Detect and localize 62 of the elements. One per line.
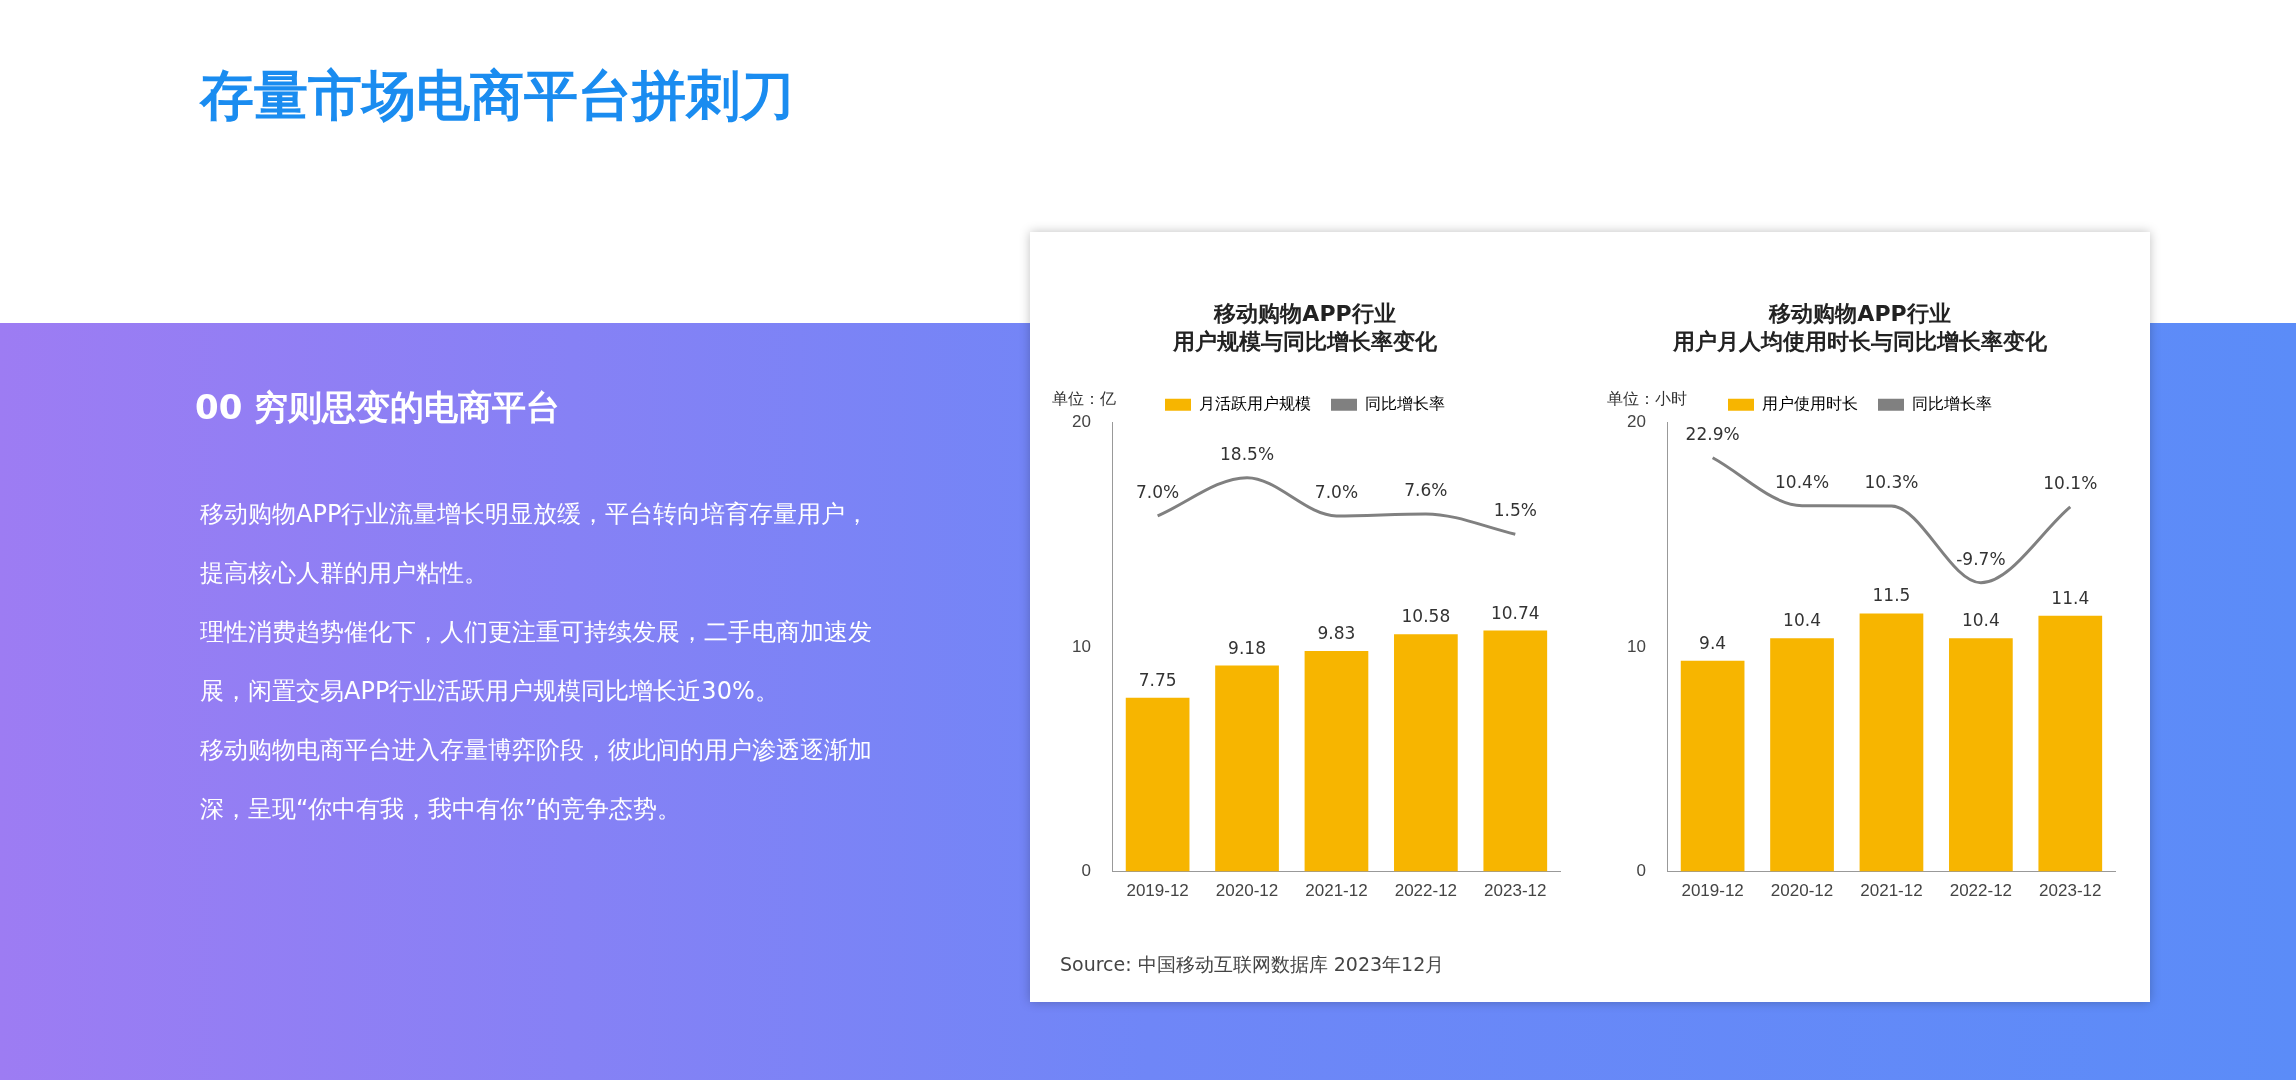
- y-axis-title: 单位：亿: [1052, 388, 1116, 408]
- bar: [1770, 638, 1834, 872]
- bar: [1304, 651, 1369, 872]
- data-label: 10.58: [1401, 606, 1451, 627]
- data-label: 10.4%: [1775, 471, 1830, 492]
- data-label: -9.7%: [1956, 548, 2006, 569]
- bar: [1215, 665, 1279, 872]
- data-label: 10.4: [1961, 610, 2000, 631]
- x-tick-label: 2023-12: [1484, 881, 1547, 901]
- data-label: 10.3%: [1864, 471, 1919, 492]
- x-tick-label: 2021-12: [1305, 881, 1368, 901]
- text: 移动购物电商平台进入存量博弈阶段，彼此间的用户渗透逐渐加深，呈现“你中有我，我中有你”的竞争态势。: [200, 736, 872, 823]
- data-label: 9.83: [1317, 622, 1356, 643]
- legend-label: 月活跃用户规模: [1199, 395, 1311, 413]
- data-label: 7.75: [1138, 669, 1177, 690]
- data-label: 1.5%: [1493, 500, 1537, 521]
- y-tick-label: 20: [1626, 412, 1646, 432]
- bar: [2038, 615, 2103, 872]
- data-label: 22.9%: [1685, 423, 1740, 444]
- legend-label: 同比增长率: [1912, 395, 1992, 413]
- y-tick-label: 20: [1071, 412, 1091, 432]
- bar: [1125, 697, 1190, 872]
- bar: [1949, 638, 2013, 872]
- x-tick-label: 2022-12: [1394, 881, 1458, 901]
- text: 存量市场电商平台拼刺刀: [200, 63, 794, 129]
- x-tick-label: 2020-12: [1215, 881, 1279, 901]
- chart-title: 移动购物APP行业: [1213, 300, 1396, 326]
- y-tick-label: 10: [1626, 636, 1646, 656]
- y-tick-label: 10: [1071, 636, 1091, 656]
- source-note: Source: 中国移动互联网数据库 2023年12月: [1060, 952, 1445, 977]
- data-label: 11.5: [1872, 585, 1911, 606]
- x-tick-label: 2023-12: [2039, 881, 2102, 901]
- chart-subtitle: 用户月人均使用时长与同比增长率变化: [1672, 329, 2048, 355]
- data-label: 7.0%: [1136, 481, 1180, 502]
- bar: [1859, 613, 1924, 872]
- data-label: 10.1%: [2043, 472, 2098, 493]
- x-tick-label: 2019-12: [1126, 881, 1189, 901]
- chart-title: 移动购物APP行业: [1768, 300, 1951, 326]
- text: 理性消费趋势催化下，人们更注重可持续发展，二手电商加速发展，闲置交易APP行业活跃用户规模同比增长近30%。: [200, 618, 872, 705]
- text: 00 穷则思变的电商平台: [195, 386, 561, 429]
- data-label: 18.5%: [1220, 443, 1275, 464]
- legend-label: 用户使用时长: [1762, 395, 1858, 413]
- data-label: 7.6%: [1404, 479, 1448, 500]
- x-tick-label: 2021-12: [1860, 881, 1923, 901]
- data-label: 10.74: [1490, 602, 1540, 623]
- bar: [1680, 660, 1745, 872]
- data-label: 11.4: [2051, 587, 2090, 608]
- chart-subtitle: 用户规模与同比增长率变化: [1172, 329, 1438, 355]
- legend-label: 同比增长率: [1365, 395, 1445, 413]
- data-label: 9.18: [1228, 637, 1266, 658]
- y-axis-title: 单位：小时: [1607, 388, 1687, 408]
- x-tick-label: 2020-12: [1770, 881, 1834, 901]
- x-tick-label: 2022-12: [1949, 881, 2013, 901]
- data-label: 7.0%: [1314, 481, 1359, 502]
- bar: [1483, 630, 1548, 872]
- y-tick-label: 0: [1081, 861, 1091, 881]
- bar: [1394, 634, 1458, 872]
- text: 移动购物APP行业流量增长明显放缓，平台转向培育存量用户，提高核心人群的用户粘性。: [200, 500, 870, 587]
- data-label: 9.4: [1699, 632, 1727, 653]
- x-tick-label: 2019-12: [1681, 881, 1744, 901]
- y-tick-label: 0: [1636, 861, 1646, 881]
- data-label: 10.4: [1783, 610, 1821, 631]
